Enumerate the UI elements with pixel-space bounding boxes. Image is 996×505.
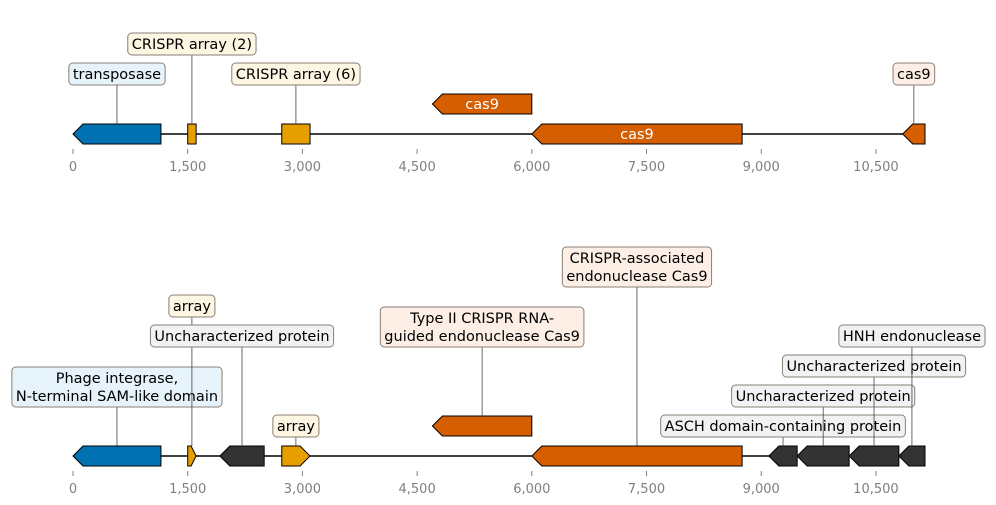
gene-feature <box>219 445 265 467</box>
gene-label-text: cas9 <box>897 67 931 83</box>
label-box <box>561 246 713 288</box>
genome-track-1: 0 1,500 3,000 4,500 6,000 7,500 9,000 10,500 cas… <box>68 32 936 175</box>
gene-label: transposase <box>68 62 166 86</box>
gene-label-text: HNH endonuclease <box>843 329 981 345</box>
gene-label: ASCH domain-containing protein <box>660 414 906 438</box>
gene-label-text: array <box>277 419 315 435</box>
genome-track-2: 0 1,500 3,000 4,500 6,000 7,500 9,000 10,500 Pha… <box>11 246 986 497</box>
label-box <box>231 62 361 86</box>
axis-tick-label: 1,500 <box>169 160 206 175</box>
gene-label: array <box>168 294 216 318</box>
gene-label: Uncharacterized protein <box>731 384 916 408</box>
label-box <box>379 306 585 348</box>
label-box <box>168 294 216 318</box>
gene-feature <box>531 445 743 467</box>
gene-label-text: CRISPR array (6) <box>236 67 356 83</box>
gene-feature <box>281 123 311 145</box>
label-box <box>892 62 936 86</box>
axis-tick-label: 3,000 <box>284 160 321 175</box>
gene-label-text: Type II CRISPR RNA- <box>409 311 554 327</box>
label-box <box>272 414 320 438</box>
label-box <box>149 324 335 348</box>
gene-label: array <box>272 414 320 438</box>
gene-feature <box>72 445 162 467</box>
axis-tick-label: 4,500 <box>399 160 436 175</box>
gene-label-text: N-terminal SAM-like domain <box>16 389 218 405</box>
gene-feature <box>187 123 197 145</box>
gene-label: Type II CRISPR RNA-guided endonuclease C… <box>379 306 585 348</box>
gene-feature <box>768 445 798 467</box>
gene-inner-label: cas9 <box>465 97 499 113</box>
gene-feature <box>187 445 197 467</box>
gene-label-text: array <box>173 299 211 315</box>
axis-tick-label: 9,000 <box>743 160 780 175</box>
label-box <box>731 384 916 408</box>
gene-feature <box>531 123 743 145</box>
axis-tick-label: 3,000 <box>284 482 321 497</box>
gene-feature <box>901 123 926 145</box>
label-box <box>127 32 257 56</box>
axis-tick-label: 0 <box>69 482 77 497</box>
label-box <box>11 366 223 408</box>
axis-tick-label: 6,000 <box>513 160 550 175</box>
gene-label-text: Phage integrase, <box>56 371 179 387</box>
gene-feature <box>848 445 900 467</box>
gene-label: Phage integrase, N-terminal SAM-like doma… <box>11 366 223 408</box>
gene-label: cas9 <box>892 62 936 86</box>
gene-label-text: guided endonuclease Cas9 <box>384 329 580 345</box>
gene-label-text: Uncharacterized protein <box>154 329 329 345</box>
axis-tick-label: 7,500 <box>628 482 665 497</box>
gene-label-text: transposase <box>73 67 161 83</box>
gene-label-text: CRISPR array (2) <box>132 37 252 53</box>
gene-label-text: CRISPR-associated <box>570 251 705 267</box>
label-box <box>838 324 986 348</box>
axis-tick-label: 10,500 <box>853 482 899 497</box>
gene-label-text: endonuclease Cas9 <box>566 269 707 285</box>
gene-feature <box>898 445 926 467</box>
axis-tick-label: 1,500 <box>169 482 206 497</box>
gene-label: Uncharacterized protein <box>781 354 967 378</box>
label-box <box>68 62 166 86</box>
axis-tick-label: 10,500 <box>853 160 899 175</box>
gene-feature <box>72 123 162 145</box>
gene-feature <box>431 93 533 115</box>
gene-label-text: Uncharacterized protein <box>786 359 961 375</box>
gene-label-text: Uncharacterized protein <box>736 389 911 405</box>
gene-feature <box>431 415 533 437</box>
gene-label: CRISPR-associated endonuclease Cas9 <box>561 246 713 288</box>
axis-tick-label: 0 <box>69 160 77 175</box>
axis-tick-label: 7,500 <box>628 160 665 175</box>
gene-label: CRISPR array (6) <box>231 62 361 86</box>
label-box <box>781 354 967 378</box>
gene-feature <box>796 445 850 467</box>
gene-label: HNH endonuclease <box>838 324 986 348</box>
gene-label: CRISPR array (2) <box>127 32 257 56</box>
label-box <box>660 414 906 438</box>
gene-label-text: ASCH domain-containing protein <box>665 419 902 435</box>
gene-label: Uncharacterized protein <box>149 324 335 348</box>
gene-inner-label: cas9 <box>620 127 654 143</box>
axis-tick-label: 6,000 <box>513 482 550 497</box>
axis-tick-label: 4,500 <box>399 482 436 497</box>
axis-tick-label: 9,000 <box>743 482 780 497</box>
gene-feature <box>281 445 311 467</box>
